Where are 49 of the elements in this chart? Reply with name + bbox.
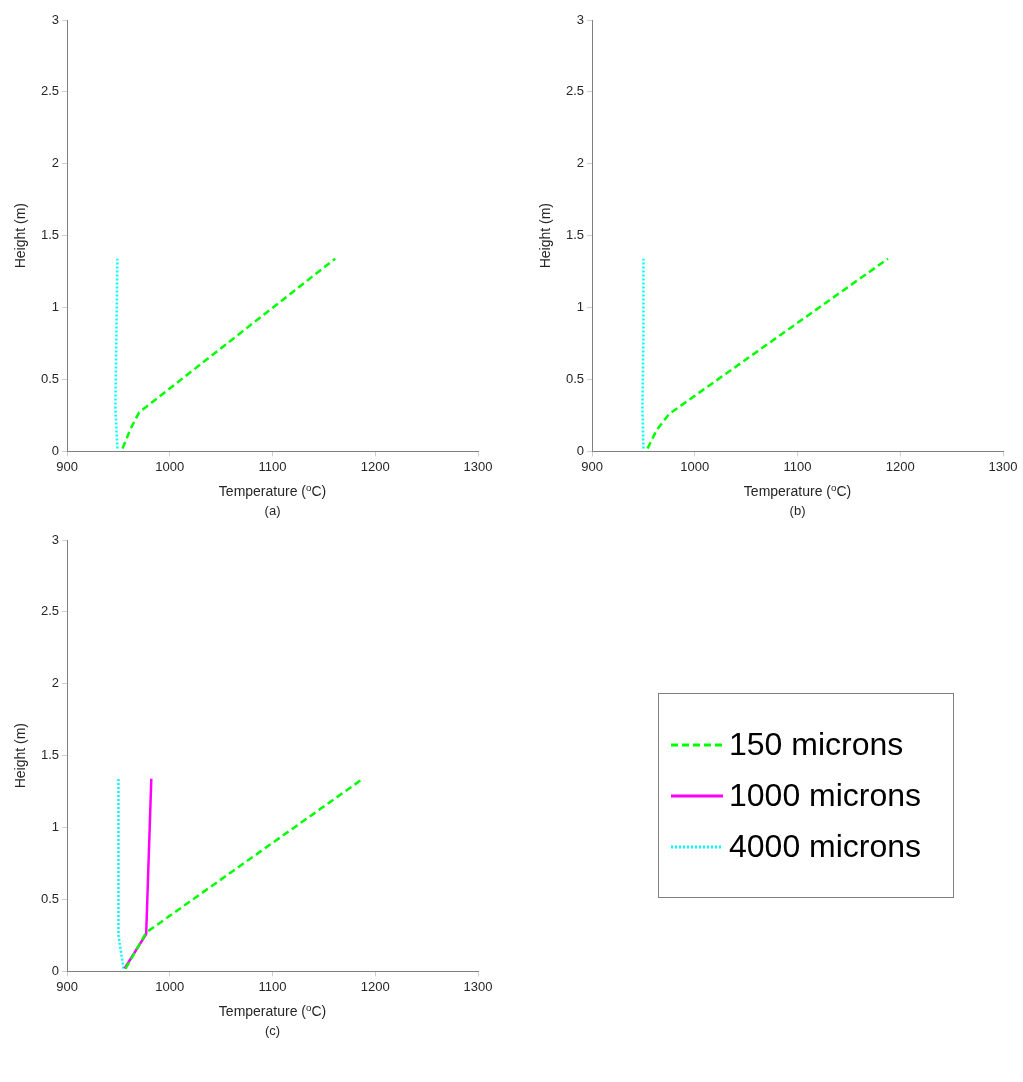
y-tick-label: 0 [576,442,585,458]
x-tick-label: 1100 [783,458,812,474]
y-tick-label: 0 [51,962,60,978]
y-tick-label: 1 [51,299,60,315]
y-tick-label: 1 [576,299,585,315]
line-series [646,257,890,450]
y-tick-label: 2 [576,155,585,171]
y-axis-title: Height (m) [12,203,29,269]
x-tick-label: 1000 [155,458,185,474]
y-tick-label: 0.5 [40,891,60,907]
text: (c) [264,1023,281,1039]
y-tick-label: 3 [51,11,60,27]
y-tick-label: 0.5 [40,371,60,387]
x-tick-label: 1200 [360,978,390,994]
line-series [114,257,119,450]
y-tick-label: 2.5 [40,603,60,619]
text: (b) [789,503,806,519]
x-tick-label: 1300 [463,458,493,474]
y-tick-label: 1 [51,819,60,835]
x-tick-label: 1200 [360,458,390,474]
y-tick-label: 3 [51,531,60,547]
x-tick-label: 900 [581,458,603,474]
y-tick-label: 2 [51,155,60,171]
y-tick-label: 1.5 [40,747,60,763]
text: (a) [264,503,281,519]
x-tick-label: 900 [56,978,78,994]
y-axis-title: Height (m) [537,203,554,269]
x-tick-label: 1300 [988,458,1018,474]
legend-label: 1000 microns [729,777,922,814]
x-tick-label: 1000 [680,458,710,474]
legend-label: 4000 microns [729,828,922,865]
y-axis-title: Height (m) [12,723,29,789]
y-tick-label: 0 [51,442,60,458]
x-tick-label: 1100 [258,458,287,474]
y-tick-label: 0.5 [565,371,585,387]
y-tick-label: 2.5 [40,83,60,99]
x-tick-label: 1200 [885,458,915,474]
x-tick-label: 1300 [463,978,493,994]
x-tick-label: 1100 [258,978,287,994]
y-tick-label: 2.5 [565,83,585,99]
y-tick-label: 1.5 [565,227,585,243]
x-tick-label: 1000 [155,978,185,994]
y-tick-label: 2 [51,675,60,691]
x-tick-label: 900 [56,458,78,474]
y-tick-label: 1.5 [40,227,60,243]
line-series [641,257,645,450]
line-series [121,257,337,450]
y-tick-label: 3 [576,11,585,27]
legend-label: 150 microns [729,726,904,763]
